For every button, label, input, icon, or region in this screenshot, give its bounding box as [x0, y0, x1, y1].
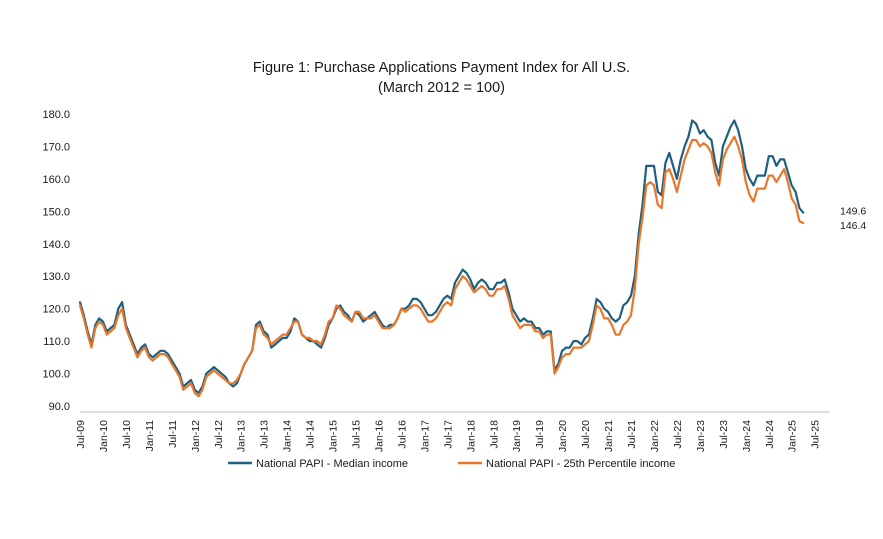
- x-tick-label: Jul-22: [672, 420, 684, 449]
- x-tick-label: Jul-21: [626, 420, 638, 449]
- x-tick-label: Jul-09: [75, 420, 87, 449]
- x-tick-label: Jul-19: [534, 420, 546, 449]
- x-tick-label: Jan-21: [603, 420, 615, 452]
- x-tick-label: Jul-11: [167, 420, 179, 448]
- y-tick-label: 140.0: [42, 239, 70, 251]
- legend-label: National PAPI - 25th Percentile income: [486, 458, 675, 470]
- x-tick-label: Jul-14: [305, 420, 317, 449]
- y-tick-label: 90.0: [49, 401, 70, 413]
- y-tick-label: 170.0: [42, 141, 70, 153]
- x-tick-label: Jul-16: [396, 420, 408, 449]
- x-tick-label: Jan-19: [511, 420, 523, 452]
- series-end-label: 149.6: [840, 206, 866, 218]
- y-axis: 90.0 100.0 110.0 120.0 130.0 140.0 150.0 160.0 1…: [42, 109, 70, 413]
- series-line-median-income: [78, 119, 805, 395]
- x-tick-label: Jan-11: [144, 420, 156, 451]
- chart-title-line: Figure 1: Purchase Applications Payment …: [252, 60, 631, 76]
- x-tick-label: Jan-25: [787, 420, 799, 452]
- y-tick-label: 120.0: [42, 304, 70, 316]
- x-tick-label: Jan-14: [282, 420, 294, 452]
- x-tick-label: Jan-10: [98, 420, 110, 452]
- x-tick-label: Jul-18: [488, 420, 500, 449]
- x-tick-label: Jan-13: [236, 420, 248, 452]
- chart-title: Figure 1: Purchase Applications Payment …: [0, 58, 883, 98]
- series-line-25th-percentile-income: [78, 135, 805, 398]
- y-tick-label: 180.0: [42, 109, 70, 121]
- x-tick-label: Jan-20: [557, 420, 569, 452]
- x-tick-label: Jul-20: [580, 420, 592, 449]
- y-tick-label: 130.0: [42, 271, 70, 283]
- x-tick-label: Jan-15: [328, 420, 340, 452]
- y-tick-label: 150.0: [42, 206, 70, 218]
- x-tick-label: Jul-15: [351, 420, 363, 449]
- x-tick-label: Jan-12: [190, 420, 202, 452]
- y-tick-label: 160.0: [42, 174, 70, 186]
- series-end-label: 146.4: [840, 220, 866, 232]
- x-tick-label: Jan-17: [419, 420, 431, 452]
- x-tick-label: Jul-24: [764, 420, 776, 449]
- x-tick-label: Jan-22: [649, 420, 661, 452]
- x-tick-label: Jan-24: [741, 420, 753, 452]
- chart-subtitle: (March 2012 = 100): [378, 80, 505, 96]
- legend-label: National PAPI - Median income: [256, 458, 408, 470]
- x-tick-label: Jul-23: [718, 420, 730, 449]
- x-tick-label: Jul-10: [121, 420, 133, 449]
- x-tick-label: Jul-25: [810, 420, 822, 449]
- y-tick-label: 100.0: [42, 369, 70, 381]
- x-tick-label: Jul-13: [259, 420, 271, 449]
- x-tick-label: Jul-12: [213, 420, 225, 449]
- x-tick-label: Jan-18: [465, 420, 477, 452]
- x-tick-label: Jul-17: [442, 420, 454, 449]
- series-layer: 149.6 146.4: [78, 119, 866, 398]
- x-axis: Jul-09 Jan-10 Jul-10 Jan-11 Jul-11 Jan-12 Jul-…: [75, 411, 830, 452]
- y-tick-label: 110.0: [43, 336, 70, 348]
- x-tick-label: Jan-23: [695, 420, 707, 452]
- legend: National PAPI - Median income National PA…: [228, 458, 675, 470]
- x-tick-label: Jan-16: [373, 420, 385, 452]
